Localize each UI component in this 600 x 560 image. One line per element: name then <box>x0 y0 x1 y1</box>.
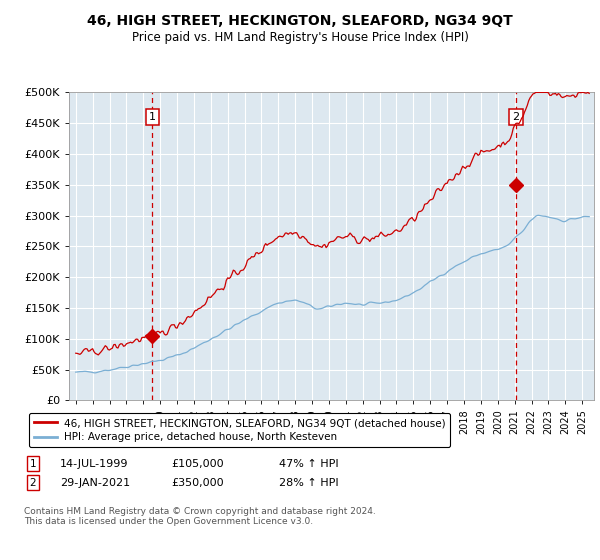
Text: 47% ↑ HPI: 47% ↑ HPI <box>279 459 338 469</box>
Text: 2: 2 <box>512 112 520 122</box>
Text: £105,000: £105,000 <box>171 459 224 469</box>
Text: 28% ↑ HPI: 28% ↑ HPI <box>279 478 338 488</box>
Text: Price paid vs. HM Land Registry's House Price Index (HPI): Price paid vs. HM Land Registry's House … <box>131 31 469 44</box>
Text: Contains HM Land Registry data © Crown copyright and database right 2024.
This d: Contains HM Land Registry data © Crown c… <box>24 507 376 526</box>
Text: 1: 1 <box>29 459 37 469</box>
Legend: 46, HIGH STREET, HECKINGTON, SLEAFORD, NG34 9QT (detached house), HPI: Average p: 46, HIGH STREET, HECKINGTON, SLEAFORD, N… <box>29 413 451 447</box>
Text: £350,000: £350,000 <box>171 478 224 488</box>
Text: 29-JAN-2021: 29-JAN-2021 <box>60 478 130 488</box>
Text: 2: 2 <box>29 478 37 488</box>
Text: 46, HIGH STREET, HECKINGTON, SLEAFORD, NG34 9QT: 46, HIGH STREET, HECKINGTON, SLEAFORD, N… <box>87 14 513 28</box>
Text: 1: 1 <box>149 112 156 122</box>
Text: 14-JUL-1999: 14-JUL-1999 <box>60 459 128 469</box>
